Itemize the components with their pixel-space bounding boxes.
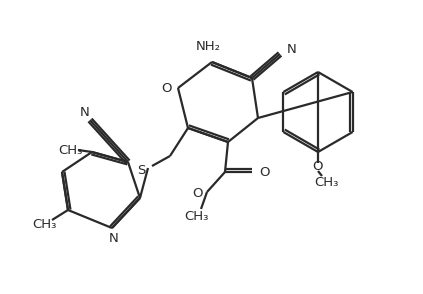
Text: N: N <box>80 106 90 118</box>
Text: O: O <box>259 166 269 178</box>
Text: NH₂: NH₂ <box>195 39 220 53</box>
Text: O: O <box>162 81 172 94</box>
Text: S: S <box>137 163 146 176</box>
Text: CH₃: CH₃ <box>314 176 338 188</box>
Text: CH₃: CH₃ <box>58 143 82 156</box>
Text: O: O <box>192 186 203 200</box>
Text: N: N <box>109 231 119 245</box>
Text: O: O <box>313 160 323 173</box>
Text: CH₃: CH₃ <box>32 218 56 230</box>
Text: CH₃: CH₃ <box>184 210 208 223</box>
Text: N: N <box>287 43 297 56</box>
